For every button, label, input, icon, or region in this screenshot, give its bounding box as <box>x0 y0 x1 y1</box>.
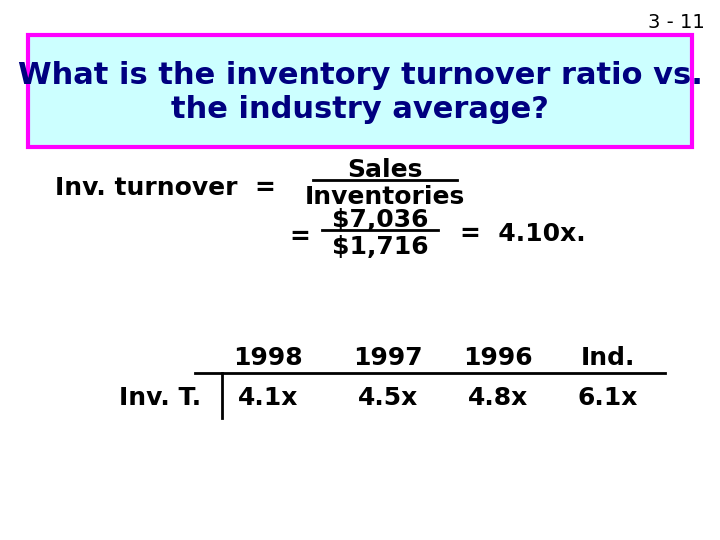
Text: =  4.10x.: = 4.10x. <box>460 222 585 246</box>
Text: $7,036: $7,036 <box>332 208 428 232</box>
Text: =: = <box>289 225 310 249</box>
Text: 1997: 1997 <box>354 346 423 370</box>
Text: 3 - 11: 3 - 11 <box>648 12 705 31</box>
Text: 1996: 1996 <box>463 346 533 370</box>
Text: Ind.: Ind. <box>581 346 635 370</box>
Text: What is the inventory turnover ratio vs.: What is the inventory turnover ratio vs. <box>17 60 703 90</box>
Text: Inventories: Inventories <box>305 185 465 209</box>
Text: $1,716: $1,716 <box>332 235 428 259</box>
Text: Sales: Sales <box>347 158 423 182</box>
Text: 4.8x: 4.8x <box>468 386 528 410</box>
Text: the industry average?: the industry average? <box>171 96 549 125</box>
Text: 4.5x: 4.5x <box>358 386 418 410</box>
Text: 4.1x: 4.1x <box>238 386 298 410</box>
FancyBboxPatch shape <box>28 35 692 147</box>
Text: 1998: 1998 <box>233 346 303 370</box>
Text: Inv. T.: Inv. T. <box>119 386 201 410</box>
Text: Inv. turnover  =: Inv. turnover = <box>55 176 276 200</box>
Text: 6.1x: 6.1x <box>578 386 638 410</box>
